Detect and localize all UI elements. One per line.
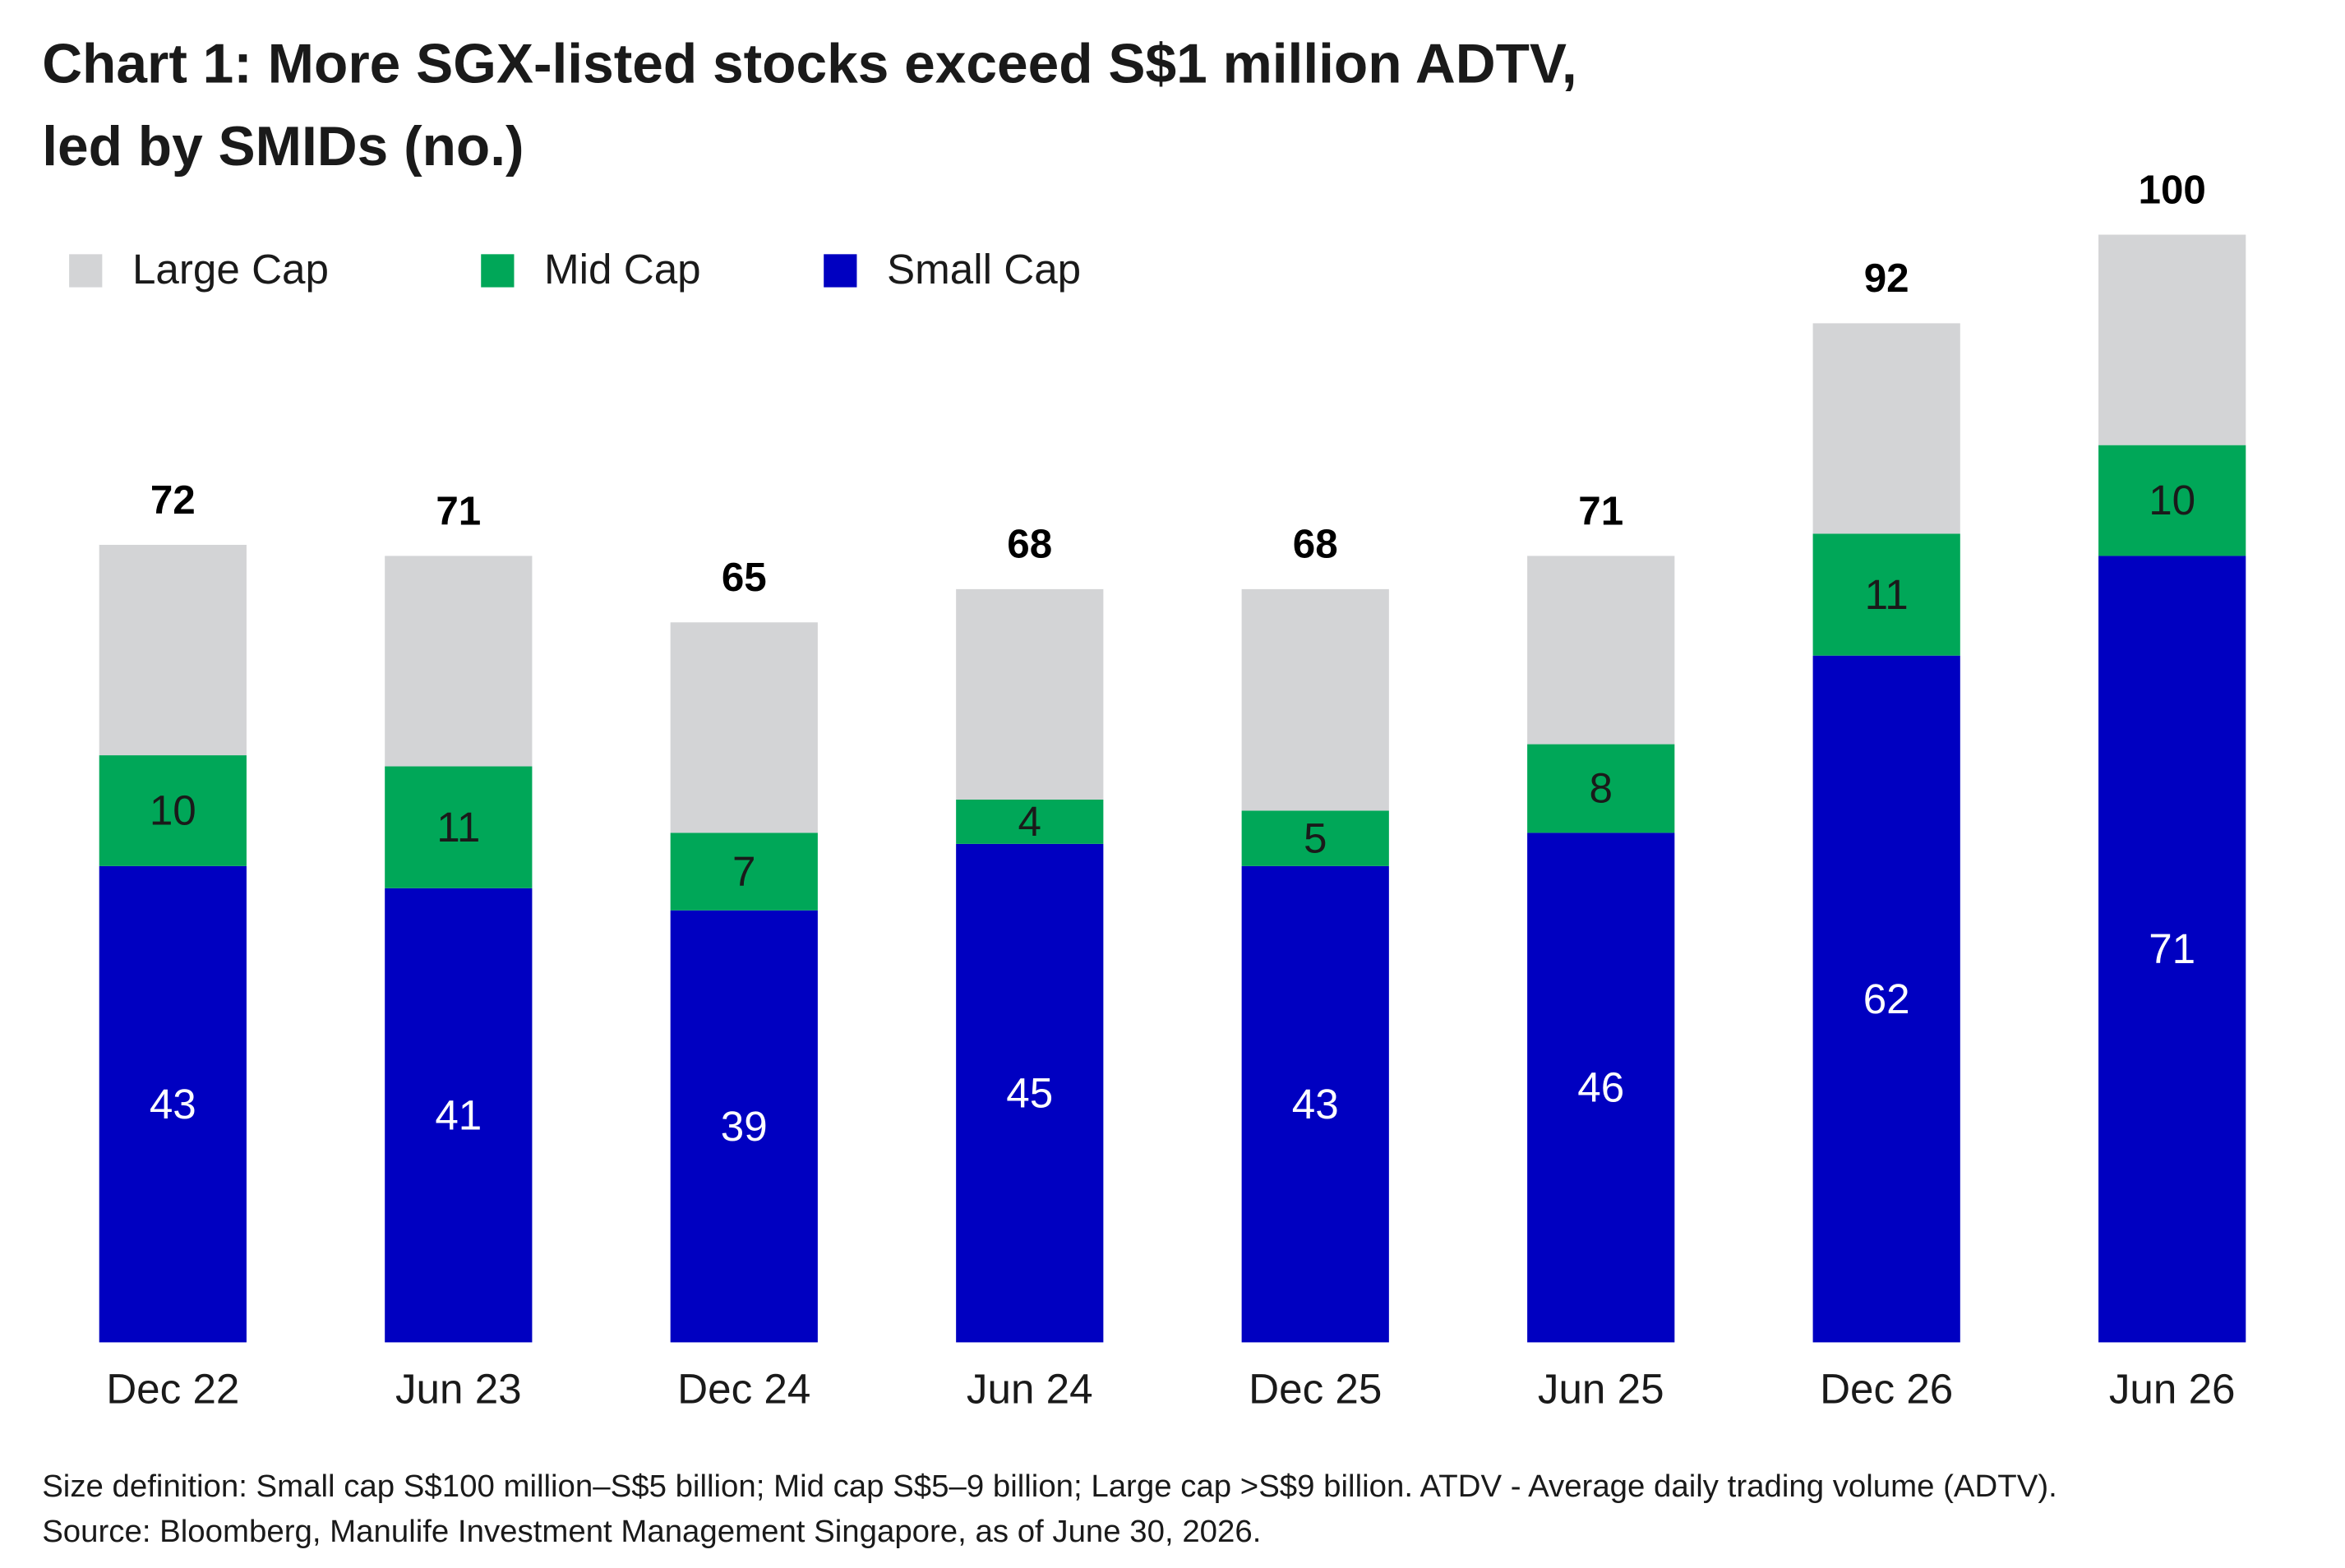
x-tick-label: Jun 24 xyxy=(967,1365,1093,1412)
value-label: 5 xyxy=(1304,814,1327,861)
bar-segment xyxy=(99,755,247,866)
value-label: 43 xyxy=(1292,1081,1339,1128)
x-tick-label: Dec 26 xyxy=(1820,1365,1953,1412)
value-label: 11 xyxy=(436,804,480,851)
value-label: 8 xyxy=(1589,765,1612,812)
bar-segment xyxy=(1812,323,1960,534)
bar-segment xyxy=(956,843,1104,1343)
value-label: 11 xyxy=(1865,571,1909,618)
chart-title: Chart 1: More SGX-listed stocks exceed S… xyxy=(42,33,1576,95)
bar-segment xyxy=(99,865,247,1343)
bar-segment xyxy=(1527,744,1675,833)
total-label: 71 xyxy=(436,488,481,533)
total-label: 72 xyxy=(150,477,196,523)
total-label: 100 xyxy=(2139,167,2206,212)
bar-segment xyxy=(2098,234,2246,445)
bar-segment xyxy=(385,556,533,767)
bar-segment xyxy=(2098,445,2246,556)
value-label: 10 xyxy=(2149,477,2195,523)
x-tick-label: Jun 25 xyxy=(1538,1365,1664,1412)
footnote: Size definition: Small cap S$100 million… xyxy=(42,1469,2057,1504)
bar-segment xyxy=(1527,556,1675,745)
bar-segment xyxy=(1812,533,1960,656)
value-label: 46 xyxy=(1577,1064,1624,1111)
legend-label: Mid Cap xyxy=(544,246,701,293)
x-tick-label: Jun 23 xyxy=(395,1365,522,1412)
bar-segment xyxy=(1241,588,1389,811)
total-label: 68 xyxy=(1293,522,1338,567)
legend-swatch xyxy=(69,254,103,288)
bar-segment xyxy=(670,832,818,911)
chart-title: led by SMIDs (no.) xyxy=(42,116,524,178)
bar-segment xyxy=(956,588,1104,800)
total-label: 65 xyxy=(722,555,767,600)
legend-swatch xyxy=(824,254,857,288)
bar-segment xyxy=(99,544,247,756)
bar-segment xyxy=(385,888,533,1343)
x-tick-label: Dec 25 xyxy=(1249,1365,1382,1412)
value-label: 62 xyxy=(1863,975,1910,1022)
value-label: 10 xyxy=(150,787,196,834)
bar-segment xyxy=(1241,810,1389,866)
total-label: 92 xyxy=(1864,256,1909,301)
x-tick-label: Dec 24 xyxy=(677,1365,810,1412)
x-tick-label: Jun 26 xyxy=(2109,1365,2236,1412)
legend-swatch xyxy=(481,254,515,288)
total-label: 68 xyxy=(1007,522,1052,567)
value-label: 7 xyxy=(732,848,755,895)
bar-segment xyxy=(1241,865,1389,1343)
total-label: 71 xyxy=(1578,488,1623,533)
legend-label: Large Cap xyxy=(132,246,329,293)
bar-segment xyxy=(385,766,533,888)
bar-segment xyxy=(1527,832,1675,1343)
value-label: 71 xyxy=(2149,925,2195,972)
bar-segment xyxy=(1812,655,1960,1343)
value-label: 41 xyxy=(435,1091,482,1138)
x-tick-label: Dec 22 xyxy=(106,1365,239,1412)
value-label: 43 xyxy=(150,1081,196,1128)
value-label: 4 xyxy=(1018,798,1041,845)
value-label: 45 xyxy=(1006,1069,1053,1116)
bar-segment xyxy=(2098,556,2246,1343)
bar-segment xyxy=(956,799,1104,844)
value-label: 39 xyxy=(721,1103,768,1150)
bar-segment xyxy=(670,910,818,1343)
legend-label: Small Cap xyxy=(887,246,1081,293)
bar-segment xyxy=(670,622,818,833)
footnote: Source: Bloomberg, Manulife Investment M… xyxy=(42,1514,1261,1549)
